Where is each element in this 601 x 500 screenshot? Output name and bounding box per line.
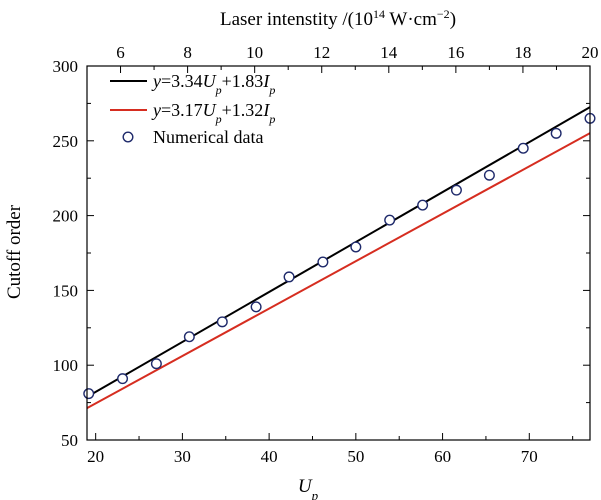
fit-line-red: [86, 132, 591, 410]
y-tick-label: 250: [53, 132, 79, 151]
legend-label-data: Numerical data: [153, 127, 263, 147]
legend-label-red: y=3.17Up+1.32Ip: [151, 100, 275, 126]
fit-line-black: [86, 106, 591, 398]
series-layer: [83, 106, 596, 410]
top-title-sup2: −2: [437, 7, 450, 21]
data-point: [417, 199, 429, 211]
y-tick-labels: 50 100 150 200 250 300: [53, 57, 79, 450]
top-tick-label: 6: [116, 43, 125, 62]
top-x-axis-title: Laser intenstity /(1014 W·cm−2): [220, 7, 456, 30]
y-axis-title: Cutoff order: [4, 204, 25, 299]
y-tick-label: 200: [53, 207, 79, 226]
top-title-pre: Laser intenstity /(10: [220, 9, 373, 30]
data-point: [150, 358, 162, 370]
top-tick-label: 18: [514, 43, 531, 62]
x-tick-label: 60: [434, 447, 451, 466]
y-tick-label: 100: [53, 356, 79, 375]
data-point: [183, 331, 195, 343]
top-tick-label: 16: [447, 43, 464, 62]
plot-frame: [86, 65, 591, 441]
y-tick-label: 300: [53, 57, 79, 76]
legend-label-black: y=3.34Up+1.83Ip: [151, 71, 275, 97]
legend-marker-circle: [122, 131, 134, 143]
x-tick-label: 70: [521, 447, 538, 466]
x-tick-label: 50: [347, 447, 364, 466]
data-point: [350, 241, 362, 253]
data-point: [384, 214, 396, 226]
x-axis-title: Up: [298, 476, 319, 500]
x-tick-labels: 20 30 40 50 60 70: [87, 447, 538, 466]
data-point: [450, 184, 462, 196]
x-tick-label: 20: [87, 447, 104, 466]
top-tick-label: 20: [582, 43, 599, 62]
top-tick-label: 12: [313, 43, 330, 62]
data-point: [250, 301, 262, 313]
legend: y=3.34Up+1.83Ip y=3.17Up+1.32Ip Numerica…: [110, 71, 275, 147]
x-tick-label: 40: [261, 447, 278, 466]
y-tick-label: 150: [53, 281, 79, 300]
x-title-sub: p: [311, 488, 319, 500]
x-title-main: U: [298, 476, 313, 497]
data-point: [117, 373, 129, 385]
top-x-tick-labels: 6 8 10 12 14 16 18 20: [116, 43, 598, 62]
data-point: [83, 388, 95, 400]
top-tick-label: 10: [246, 43, 263, 62]
top-tick-label: 14: [380, 43, 398, 62]
x-tick-label: 30: [174, 447, 191, 466]
top-title-mid: W·cm: [385, 9, 437, 30]
data-point: [517, 142, 529, 154]
top-title-post: ): [450, 9, 456, 30]
data-point: [283, 271, 295, 283]
data-point: [216, 316, 228, 328]
y-tick-label: 50: [61, 431, 78, 450]
data-point: [550, 127, 562, 139]
data-point: [317, 256, 329, 268]
top-title-sup1: 14: [373, 7, 385, 21]
top-tick-label: 8: [183, 43, 192, 62]
data-point: [483, 169, 495, 181]
